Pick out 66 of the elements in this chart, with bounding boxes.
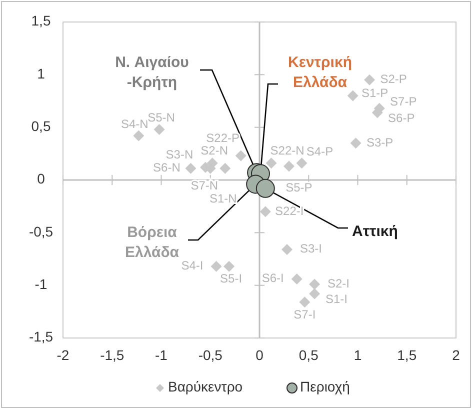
data-label: S3-I xyxy=(300,242,322,256)
y-tick-label: 0 xyxy=(37,170,46,187)
x-tick-label: 1,5 xyxy=(397,347,417,363)
x-tick-label: -1,5 xyxy=(100,347,124,363)
point xyxy=(224,260,235,272)
data-label: S7-P xyxy=(390,94,417,109)
point xyxy=(185,162,196,174)
point xyxy=(210,260,222,272)
point xyxy=(220,162,231,174)
data-label: S1-I xyxy=(326,292,348,306)
data-label: S7-N xyxy=(190,178,218,193)
data-label: S22-N xyxy=(270,143,304,158)
point xyxy=(266,158,277,169)
data-label: S6-P xyxy=(388,110,415,125)
x-tick-label: 2 xyxy=(452,347,460,363)
y-tick-label: 1 xyxy=(37,65,46,82)
x-tick-label: 1 xyxy=(354,347,362,363)
data-label: S5-P xyxy=(286,180,312,194)
data-label: S3-P xyxy=(366,135,394,150)
x-tick-label: 0,5 xyxy=(298,347,319,363)
point xyxy=(347,90,358,102)
y-tick-label: -1,5 xyxy=(28,328,54,345)
point xyxy=(350,138,362,149)
point xyxy=(299,296,310,308)
data-label: S2-P xyxy=(380,72,407,86)
data-label: S3-N xyxy=(166,148,194,162)
annotation: Βόρεια Ελλάδα xyxy=(124,224,180,261)
data-label: S1-P xyxy=(361,86,388,100)
point xyxy=(364,74,376,86)
data-label: S4-N xyxy=(120,116,148,131)
data-label: S22-I xyxy=(275,204,304,218)
point xyxy=(260,206,271,218)
x-tick-label: -1 xyxy=(155,347,168,363)
y-tick-label: 1,5 xyxy=(31,12,51,29)
data-label: S2-N xyxy=(200,143,228,158)
point xyxy=(309,288,320,300)
point xyxy=(309,278,320,290)
data-label: S6-I xyxy=(262,271,284,286)
annotation: N. Αιγαίου -Κρήτη xyxy=(115,54,190,91)
point xyxy=(256,178,275,198)
data-label: S5-I xyxy=(220,272,242,286)
point xyxy=(154,124,165,135)
data-label: S4-P xyxy=(306,144,334,158)
point xyxy=(282,244,293,256)
point xyxy=(235,150,246,162)
point xyxy=(296,158,308,169)
data-label: S7-I xyxy=(294,307,316,322)
data-label: S4-I xyxy=(181,258,204,273)
point xyxy=(291,274,302,285)
point xyxy=(133,130,144,142)
data-label: S22-P xyxy=(206,130,240,145)
data-label: S1-N xyxy=(209,192,237,206)
x-tick-label: -2 xyxy=(56,347,70,363)
point xyxy=(283,160,294,172)
annotation: Αττική xyxy=(352,222,398,240)
annotation: Κεντρική Ελλάδα xyxy=(288,54,352,91)
y-tick-label: 0,5 xyxy=(31,118,51,134)
x-tick-label: 0 xyxy=(256,347,264,363)
data-label: S5-N xyxy=(148,110,175,125)
data-label: S2-I xyxy=(328,276,350,290)
legend-label: Περιοχή xyxy=(300,378,350,395)
legend-label: Βαρύκεντρο xyxy=(168,378,243,395)
data-label: S6-N xyxy=(153,160,180,175)
y-tick-label: -1 xyxy=(34,276,48,292)
y-tick-label: -0,5 xyxy=(28,223,54,240)
x-tick-label: -0,5 xyxy=(198,347,223,363)
